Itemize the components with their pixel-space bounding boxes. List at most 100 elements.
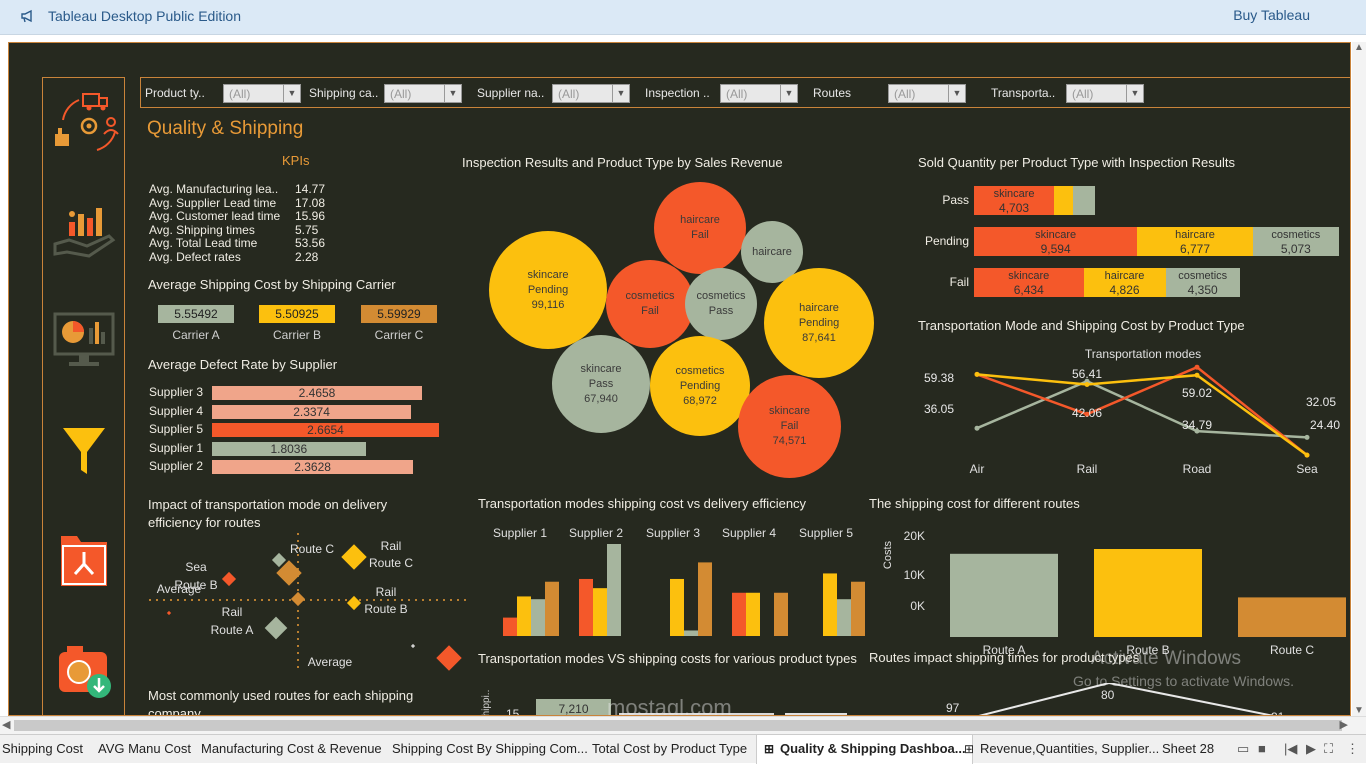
grouped-bar[interactable] <box>607 544 621 636</box>
defect-rate-bar[interactable]: 2.3374 <box>212 404 412 419</box>
filter-dropdown[interactable]: (All) ▼ <box>384 84 462 103</box>
scatter-mark[interactable] <box>166 610 172 616</box>
bubble[interactable]: haircare Fail <box>654 182 746 274</box>
grouped-bar[interactable] <box>684 630 698 636</box>
bubble[interactable]: skincare Pending 99,116 <box>489 231 607 349</box>
modes-costs-bar[interactable] <box>704 713 774 715</box>
grouped-bar[interactable] <box>837 599 851 636</box>
scroll-right-icon[interactable]: ▶ <box>1339 719 1348 731</box>
grouped-bar[interactable] <box>746 592 760 636</box>
scatter-mark[interactable] <box>271 552 287 568</box>
stacked-segment[interactable]: haircare 6,777 <box>1137 227 1253 256</box>
grouped-bar[interactable] <box>531 599 545 636</box>
stacked-segment[interactable]: cosmetics 4,350 <box>1165 268 1240 297</box>
pdf-export-icon[interactable] <box>49 526 119 596</box>
grouped-bar[interactable] <box>545 581 559 636</box>
route-cost-bar[interactable] <box>1094 549 1202 637</box>
show-filmstrip-icon[interactable]: ▭ <box>1237 741 1250 756</box>
stacked-segment[interactable]: skincare 9,594 <box>974 227 1138 256</box>
scatter-mark[interactable] <box>410 643 416 649</box>
buy-tableau-link[interactable]: Buy Tableau <box>1233 7 1310 23</box>
image-download-icon[interactable] <box>49 636 119 706</box>
grouped-bar[interactable] <box>579 578 593 636</box>
scatter-mark[interactable] <box>346 595 362 611</box>
scatter-mark[interactable] <box>436 645 462 671</box>
route-cost-bar[interactable] <box>950 553 1058 637</box>
hand-chart-icon[interactable] <box>49 196 119 266</box>
fit-screen-icon[interactable]: ⛶ <box>1324 741 1334 756</box>
modes-costs-bar[interactable] <box>785 713 847 715</box>
carrier-c-value[interactable]: 5.59929 <box>361 305 437 323</box>
grouped-bar[interactable] <box>517 596 531 636</box>
stacked-segment[interactable]: skincare 4,703 <box>974 186 1055 215</box>
carrier-a-value[interactable]: 5.55492 <box>158 305 234 323</box>
routes-times-line[interactable] <box>959 683 1279 716</box>
tab-sheet-28[interactable]: Sheet 28 <box>1162 741 1215 756</box>
grouped-bar[interactable] <box>698 562 712 636</box>
line-point[interactable] <box>1084 411 1090 417</box>
modes-costs-bar[interactable] <box>619 713 709 715</box>
bubble[interactable]: skincare Pass 67,940 <box>552 335 650 433</box>
line-point[interactable] <box>1304 434 1310 440</box>
horizontal-scrollbar[interactable]: ◀ ▶ <box>0 716 1366 734</box>
stacked-segment[interactable] <box>1054 186 1073 215</box>
bubble[interactable]: cosmetics Pass <box>685 268 757 340</box>
defect-rate-bar[interactable]: 2.4658 <box>212 386 422 400</box>
scatter-mark[interactable] <box>276 560 302 586</box>
carrier-b-value[interactable]: 5.50925 <box>259 305 335 323</box>
tab-quality-shipping-dashboard[interactable]: ⊞ Quality & Shipping Dashboa... <box>756 735 973 764</box>
filter-dropdown[interactable]: (All) ▼ <box>720 84 798 103</box>
grouped-bar[interactable] <box>774 592 788 636</box>
scrollbar-thumb[interactable] <box>14 720 1342 731</box>
scatter-mark[interactable] <box>221 571 237 587</box>
line-point[interactable] <box>974 425 980 431</box>
filter-dropdown[interactable]: (All) ▼ <box>888 84 966 103</box>
bubble[interactable]: haircare Pending 87,641 <box>764 268 874 378</box>
defect-rate-bar[interactable]: 1.8036 <box>212 441 366 456</box>
line-series[interactable] <box>976 365 1308 457</box>
line-point[interactable] <box>1194 372 1200 378</box>
bubble[interactable]: cosmetics Pending 68,972 <box>650 336 750 436</box>
defect-rate-bar[interactable]: 2.3628 <box>212 460 414 474</box>
line-series[interactable] <box>976 379 1308 439</box>
grouped-bar[interactable] <box>851 581 865 636</box>
line-point[interactable] <box>974 371 980 377</box>
defect-rate-bar[interactable]: 2.6654 <box>212 423 439 437</box>
bubble[interactable]: haircare <box>741 221 803 283</box>
stacked-segment[interactable] <box>1072 186 1095 215</box>
megaphone-icon[interactable] <box>20 8 36 24</box>
tab-shipping-cost[interactable]: Shipping Cost <box>2 741 83 756</box>
modes-costs-bar[interactable]: 7,210 <box>536 699 611 715</box>
tab-avg-manu-cost[interactable]: AVG Manu Cost <box>98 741 191 756</box>
line-series[interactable] <box>976 373 1308 457</box>
grouped-bar[interactable] <box>823 573 837 636</box>
prev-sheet-icon[interactable]: ▶ <box>1306 741 1316 756</box>
bubble[interactable]: cosmetics Fail <box>606 260 694 348</box>
scroll-left-icon[interactable]: ◀ <box>2 719 11 731</box>
filter-dropdown[interactable]: (All) ▼ <box>223 84 301 103</box>
line-point[interactable] <box>1194 364 1200 370</box>
grouped-bar[interactable] <box>593 588 607 636</box>
filter-dropdown[interactable]: (All) ▼ <box>552 84 630 103</box>
grouped-bar[interactable] <box>670 578 684 636</box>
stacked-segment[interactable]: skincare 6,434 <box>974 268 1084 297</box>
bubble[interactable]: skincare Fail 74,571 <box>738 375 841 478</box>
tab-manufacturing-cost-revenue[interactable]: Manufacturing Cost & Revenue <box>201 741 382 756</box>
filter-funnel-icon[interactable] <box>49 416 119 486</box>
tab-total-cost-product-type[interactable]: Total Cost by Product Type <box>592 741 748 756</box>
supply-chain-icon[interactable] <box>49 86 119 156</box>
scroll-down-icon[interactable]: ▼ <box>1354 705 1364 716</box>
menu-icon[interactable]: ⋮ <box>1346 741 1359 756</box>
scroll-up-icon[interactable]: ▲ <box>1354 42 1364 53</box>
scatter-mark[interactable] <box>290 591 306 607</box>
route-cost-bar[interactable] <box>1238 597 1346 637</box>
tab-revenue-quantities-supplier[interactable]: ⊞ Revenue,Quantities, Supplier... <box>964 741 1160 756</box>
scatter-mark[interactable] <box>341 544 367 570</box>
line-point[interactable] <box>1304 452 1310 458</box>
filter-dropdown[interactable]: (All) ▼ <box>1066 84 1144 103</box>
grouped-bar[interactable] <box>503 617 517 636</box>
grouped-bar[interactable] <box>732 592 746 636</box>
first-sheet-icon[interactable]: |◀ <box>1284 741 1298 756</box>
vertical-scrollbar[interactable]: ▲ ▼ <box>1352 42 1366 716</box>
show-tabs-icon[interactable]: ■ <box>1258 741 1266 756</box>
